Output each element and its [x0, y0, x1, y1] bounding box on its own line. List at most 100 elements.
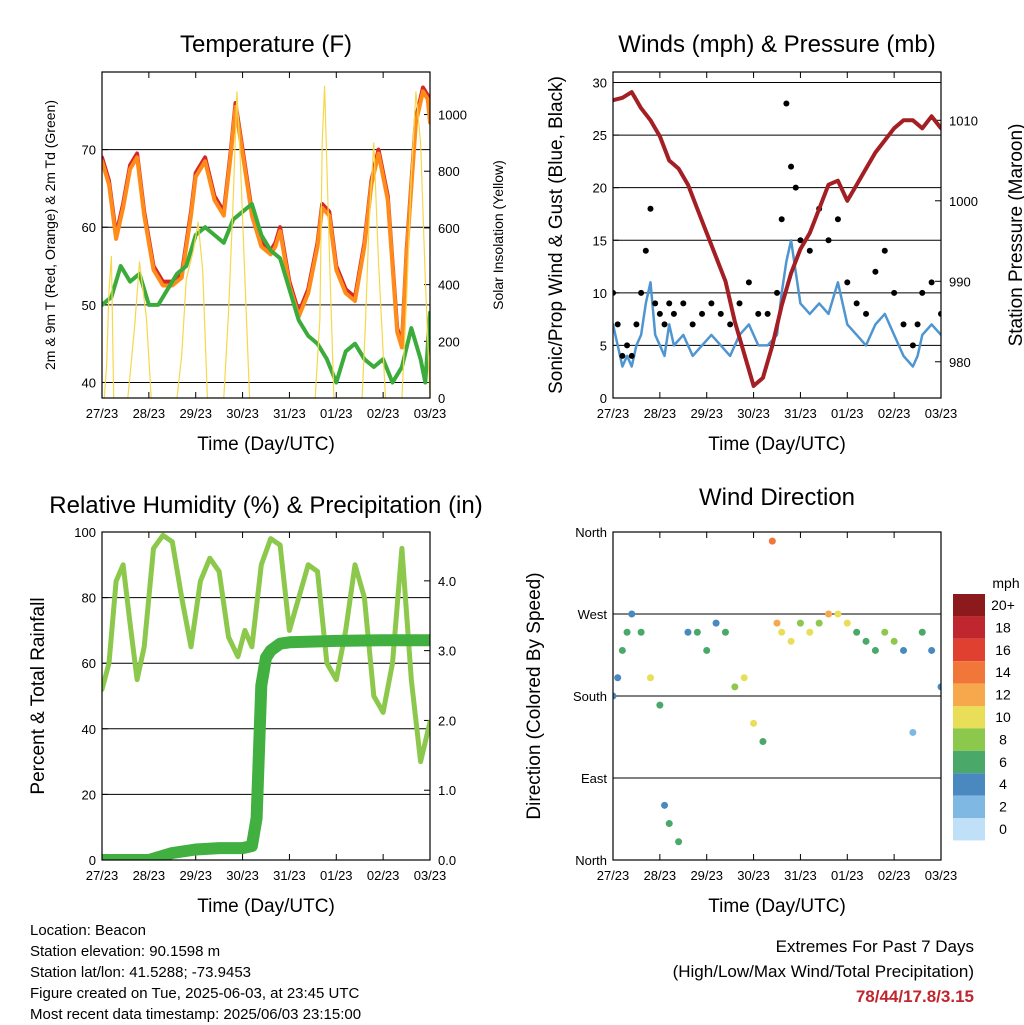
chart-panel-4: Wind DirectionNorthEastSouthWestNorth27/… [524, 484, 1020, 917]
y2-tick-label: 2.0 [438, 713, 456, 728]
legend-swatch [953, 706, 985, 729]
y2-tick-label: 980 [949, 355, 971, 370]
gust-point [825, 237, 832, 244]
direction-point [928, 646, 936, 654]
chart-panel-3: Relative Humidity (%) & Precipitation (i… [28, 492, 483, 917]
y2-tick-label: 4.0 [438, 574, 456, 589]
y-axis-label: 2m & 9m T (Red, Orange) & 2m Td (Green) [42, 100, 58, 370]
gust-point [900, 321, 907, 328]
gust-point [764, 310, 771, 317]
direction-point [871, 646, 879, 654]
x-tick-label: 02/23 [367, 868, 400, 883]
gust-point [853, 300, 860, 307]
plot-frame [612, 71, 942, 399]
y2-tick-label: 800 [438, 164, 460, 179]
x-tick-label: 29/23 [690, 868, 723, 883]
x-tick-label: 02/23 [367, 406, 400, 421]
y-tick-label: 25 [593, 128, 607, 143]
direction-point [787, 637, 795, 645]
location-text: Location: Beacon [30, 922, 146, 939]
x-axis-label: Time (Day/UTC) [197, 434, 335, 455]
legend-swatch [953, 728, 985, 751]
legend-swatch [953, 818, 985, 841]
y2-tick-label: 400 [438, 278, 460, 293]
gust-point [647, 205, 654, 212]
gust-point [872, 268, 879, 275]
legend-label: 20+ [991, 597, 1015, 613]
direction-point [703, 646, 711, 654]
plot-frame [101, 531, 431, 861]
x-tick-label: 29/23 [690, 406, 723, 421]
latlon-text: Station lat/lon: 41.5288; -73.9453 [30, 964, 252, 981]
direction-point [693, 628, 701, 636]
legend-swatch [953, 683, 985, 706]
legend-swatch [953, 750, 985, 774]
direction-point [759, 738, 767, 746]
extremes-values: 78/44/17.8/3.15 [855, 987, 974, 1006]
gust-point [614, 321, 621, 328]
legend-label: 0 [999, 821, 1007, 837]
series-rh [102, 532, 430, 765]
y2-tick-label: 1000 [438, 108, 467, 123]
x-tick-label: 02/23 [878, 406, 911, 421]
gust-point [613, 289, 616, 296]
series-wind [613, 239, 941, 368]
series-precipitation [102, 634, 430, 860]
x-tick-label: 01/23 [320, 868, 353, 883]
direction-point [618, 646, 626, 654]
direction-point [918, 628, 926, 636]
legend-label: 2 [999, 799, 1007, 815]
station-info: Location: Beacon Station elevation: 90.1… [30, 920, 361, 1025]
gust-point [628, 352, 635, 359]
direction-point [825, 610, 833, 618]
legend-label: 12 [995, 687, 1011, 703]
series-group [613, 90, 941, 388]
gust-point [755, 310, 762, 317]
y-tick-label: 60 [82, 656, 96, 671]
x-tick-label: 30/23 [226, 868, 259, 883]
y-tick-label: 80 [82, 591, 96, 606]
legend-swatch [953, 594, 985, 617]
direction-point [796, 619, 804, 627]
direction-point [750, 719, 758, 727]
legend-title: mph [992, 575, 1019, 591]
legend-label: 14 [995, 664, 1011, 680]
direction-point [721, 628, 729, 636]
y2-tick-label: 1010 [949, 113, 978, 128]
y2-tick-label: 600 [438, 221, 460, 236]
y2-tick-label: 200 [438, 334, 460, 349]
y-tick-label: 40 [82, 375, 96, 390]
gust-point [670, 310, 677, 317]
y2-tick-label: 3.0 [438, 644, 456, 659]
legend-label: 10 [995, 709, 1011, 725]
y-tick-label: South [573, 689, 607, 704]
direction-point [684, 628, 692, 636]
y-tick-label: East [581, 771, 607, 786]
direction-point [646, 674, 654, 682]
y2-tick-label: 1000 [949, 194, 978, 209]
series-group [102, 85, 430, 398]
plot-frame [101, 71, 431, 399]
y2-tick-label: 990 [949, 274, 971, 289]
x-tick-label: 29/23 [179, 406, 212, 421]
gust-point [863, 310, 870, 317]
direction-point [853, 628, 861, 636]
direction-point [834, 610, 842, 618]
gust-point [689, 321, 696, 328]
gust-point [661, 321, 668, 328]
direction-point [731, 683, 739, 691]
series-group [102, 532, 430, 860]
gust-point [891, 289, 898, 296]
direction-point [773, 619, 781, 627]
legend-label: 8 [999, 731, 1007, 747]
speed-legend: mph 20+ 18 16 14 12 10 8 6 4 2 0 [953, 575, 1020, 841]
x-tick-label: 03/23 [414, 868, 447, 883]
x-tick-label: 27/23 [86, 868, 119, 883]
gust-point [919, 289, 926, 296]
y-tick-label: 70 [82, 143, 96, 158]
x-tick-label: 31/23 [273, 868, 306, 883]
gust-point [792, 184, 799, 191]
gust-point [708, 300, 715, 307]
gust-point [834, 216, 841, 223]
y-tick-label: 5 [600, 338, 607, 353]
